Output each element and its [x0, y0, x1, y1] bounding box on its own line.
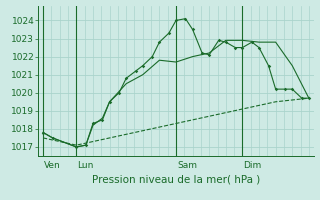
Text: Sam: Sam: [177, 161, 197, 170]
Text: Dim: Dim: [244, 161, 262, 170]
Text: Pression niveau de la mer( hPa ): Pression niveau de la mer( hPa ): [92, 175, 260, 185]
Text: Ven: Ven: [44, 161, 61, 170]
Text: Lun: Lun: [77, 161, 94, 170]
